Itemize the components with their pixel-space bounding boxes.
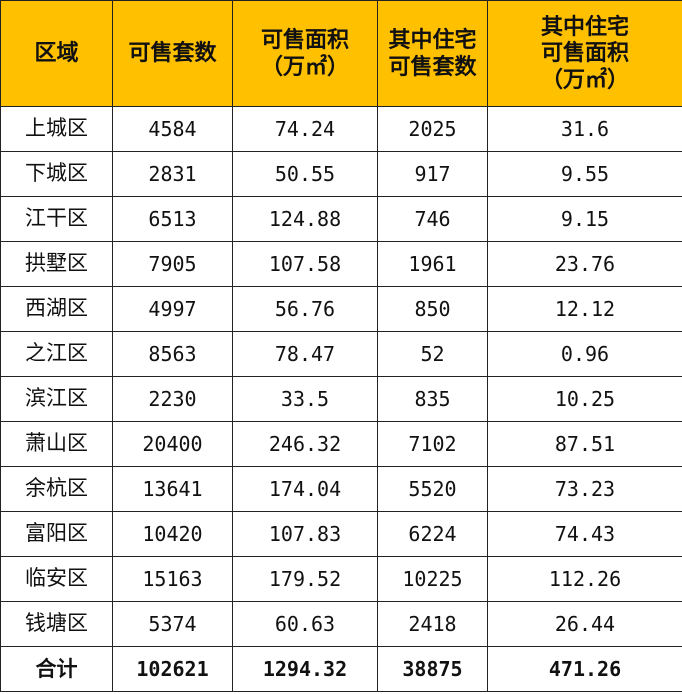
- cell-area: 246.32: [232, 421, 378, 467]
- total-res-area: 471.26: [487, 646, 682, 692]
- header-res-units-line-2: 可售套数: [388, 53, 477, 80]
- table-row: 下城区 2831 50.55 917 9.55: [0, 151, 682, 197]
- cell-units: 4997: [112, 286, 233, 332]
- cell-res-units: 10225: [377, 556, 488, 602]
- cell-units: 4584: [112, 106, 233, 152]
- cell-district: 滨江区: [0, 376, 113, 422]
- table-row: 滨江区 2230 33.5 835 10.25: [0, 376, 682, 422]
- table-row: 萧山区 20400 246.32 7102 87.51: [0, 421, 682, 467]
- cell-res-area: 87.51: [487, 421, 682, 467]
- cell-units: 2230: [112, 376, 233, 422]
- cell-res-units: 2025: [377, 106, 488, 152]
- cell-units: 2831: [112, 151, 233, 197]
- total-units: 102621: [112, 646, 233, 692]
- header-residential-units: 其中住宅 可售套数: [377, 0, 488, 107]
- cell-res-area: 74.43: [487, 511, 682, 557]
- cell-res-units: 52: [377, 331, 488, 377]
- total-row: 合计 102621 1294.32 38875 471.26: [0, 646, 682, 692]
- cell-units: 5374: [112, 601, 233, 647]
- header-res-area-line-1: 其中住宅: [540, 13, 629, 40]
- header-residential-area: 其中住宅 可售面积 （万㎡）: [487, 0, 682, 107]
- cell-units: 15163: [112, 556, 233, 602]
- cell-units: 7905: [112, 241, 233, 287]
- header-area-line-2: （万㎡）: [260, 53, 349, 80]
- cell-area: 107.58: [232, 241, 378, 287]
- header-district: 区域: [0, 0, 113, 107]
- cell-area: 33.5: [232, 376, 378, 422]
- cell-district: 之江区: [0, 331, 113, 377]
- cell-res-area: 12.12: [487, 286, 682, 332]
- cell-area: 50.55: [232, 151, 378, 197]
- cell-res-units: 917: [377, 151, 488, 197]
- cell-district: 上城区: [0, 106, 113, 152]
- table-row: 钱塘区 5374 60.63 2418 26.44: [0, 601, 682, 647]
- table-row: 拱墅区 7905 107.58 1961 23.76: [0, 241, 682, 287]
- cell-res-units: 835: [377, 376, 488, 422]
- cell-res-units: 746: [377, 196, 488, 242]
- cell-units: 8563: [112, 331, 233, 377]
- table-row: 上城区 4584 74.24 2025 31.6: [0, 106, 682, 152]
- table-row: 江干区 6513 124.88 746 9.15: [0, 196, 682, 242]
- cell-area: 179.52: [232, 556, 378, 602]
- table-row: 富阳区 10420 107.83 6224 74.43: [0, 511, 682, 557]
- cell-area: 107.83: [232, 511, 378, 557]
- table-row: 之江区 8563 78.47 52 0.96: [0, 331, 682, 377]
- table-row: 西湖区 4997 56.76 850 12.12: [0, 286, 682, 332]
- cell-units: 6513: [112, 196, 233, 242]
- cell-res-units: 2418: [377, 601, 488, 647]
- table-row: 临安区 15163 179.52 10225 112.26: [0, 556, 682, 602]
- cell-res-units: 1961: [377, 241, 488, 287]
- cell-area: 78.47: [232, 331, 378, 377]
- table-header: 区域 可售套数 可售面积 （万㎡） 其中住宅 可售套数 其中住宅 可售面积 （万…: [0, 0, 682, 107]
- cell-district: 江干区: [0, 196, 113, 242]
- table-row: 余杭区 13641 174.04 5520 73.23: [0, 466, 682, 512]
- total-label: 合计: [0, 646, 113, 692]
- cell-res-area: 31.6: [487, 106, 682, 152]
- cell-units: 20400: [112, 421, 233, 467]
- header-units-for-sale: 可售套数: [112, 0, 233, 107]
- cell-res-area: 10.25: [487, 376, 682, 422]
- cell-res-area: 0.96: [487, 331, 682, 377]
- table-body: 上城区 4584 74.24 2025 31.6 下城区 2831 50.55 …: [0, 106, 682, 647]
- header-units-line: 可售套数: [128, 40, 217, 67]
- cell-district: 钱塘区: [0, 601, 113, 647]
- cell-district: 下城区: [0, 151, 113, 197]
- header-row: 区域 可售套数 可售面积 （万㎡） 其中住宅 可售套数 其中住宅 可售面积 （万…: [0, 0, 682, 107]
- cell-res-area: 26.44: [487, 601, 682, 647]
- header-area-line-1: 可售面积: [260, 27, 349, 54]
- cell-units: 13641: [112, 466, 233, 512]
- total-area: 1294.32: [232, 646, 378, 692]
- header-district-line: 区域: [34, 40, 79, 67]
- table-footer: 合计 102621 1294.32 38875 471.26: [0, 646, 682, 692]
- cell-area: 56.76: [232, 286, 378, 332]
- cell-res-units: 5520: [377, 466, 488, 512]
- header-area-for-sale: 可售面积 （万㎡）: [232, 0, 378, 107]
- cell-res-units: 7102: [377, 421, 488, 467]
- cell-res-units: 6224: [377, 511, 488, 557]
- total-res-units: 38875: [377, 646, 488, 692]
- header-res-area-line-3: （万㎡）: [540, 66, 629, 93]
- cell-units: 10420: [112, 511, 233, 557]
- header-res-units-line-1: 其中住宅: [388, 27, 477, 54]
- cell-res-area: 9.55: [487, 151, 682, 197]
- cell-res-units: 850: [377, 286, 488, 332]
- cell-district: 萧山区: [0, 421, 113, 467]
- cell-area: 174.04: [232, 466, 378, 512]
- cell-district: 余杭区: [0, 466, 113, 512]
- cell-res-area: 73.23: [487, 466, 682, 512]
- header-res-area-line-2: 可售面积: [540, 40, 629, 67]
- cell-district: 拱墅区: [0, 241, 113, 287]
- cell-res-area: 112.26: [487, 556, 682, 602]
- cell-district: 西湖区: [0, 286, 113, 332]
- cell-area: 124.88: [232, 196, 378, 242]
- cell-area: 60.63: [232, 601, 378, 647]
- cell-district: 临安区: [0, 556, 113, 602]
- cell-district: 富阳区: [0, 511, 113, 557]
- cell-res-area: 23.76: [487, 241, 682, 287]
- cell-res-area: 9.15: [487, 196, 682, 242]
- cell-area: 74.24: [232, 106, 378, 152]
